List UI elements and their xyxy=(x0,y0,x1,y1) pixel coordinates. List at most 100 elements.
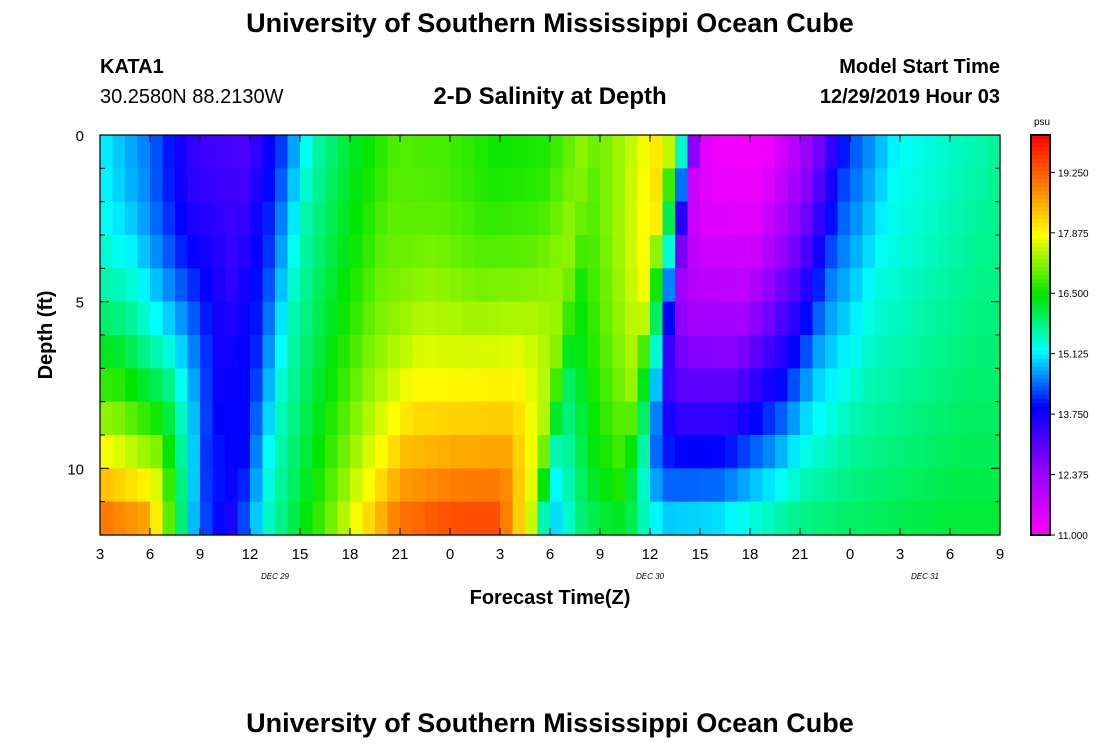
heatmap-cell xyxy=(937,235,951,269)
heatmap-cell xyxy=(512,301,526,336)
heatmap-cell xyxy=(950,435,964,469)
heatmap-cell xyxy=(100,301,114,336)
heatmap-cell xyxy=(787,135,801,169)
heatmap-cell xyxy=(487,335,501,369)
heatmap-cell xyxy=(850,201,864,236)
heatmap-cell xyxy=(200,135,214,169)
colorbar-segment xyxy=(1031,451,1050,456)
heatmap-cell xyxy=(275,235,289,269)
heatmap-cell xyxy=(737,268,751,303)
heatmap-cell xyxy=(212,135,226,169)
heatmap-cell xyxy=(925,168,939,203)
heatmap-cell xyxy=(587,401,601,436)
heatmap-cell xyxy=(200,168,214,203)
heatmap-cell xyxy=(887,301,901,336)
heatmap-cell xyxy=(525,135,539,169)
heatmap-cell xyxy=(475,301,489,336)
heatmap-cell xyxy=(700,435,714,469)
heatmap-cell xyxy=(612,268,626,303)
heatmap-cell xyxy=(425,135,439,169)
heatmap-cell xyxy=(112,135,126,169)
heatmap-cell xyxy=(337,468,351,503)
heatmap-cell xyxy=(850,368,864,403)
heatmap-cell xyxy=(600,201,614,236)
heatmap-cell xyxy=(150,335,164,369)
heatmap-cell xyxy=(900,468,914,503)
heatmap-cell xyxy=(600,335,614,369)
heatmap-cell xyxy=(362,468,376,503)
heatmap-cell xyxy=(837,135,851,169)
heatmap-cell xyxy=(625,268,639,303)
heatmap-cell xyxy=(437,268,451,303)
heatmap-cell xyxy=(512,268,526,303)
heatmap-cell xyxy=(837,501,851,536)
heatmap-cell xyxy=(487,468,501,503)
heatmap-cell xyxy=(275,335,289,369)
heatmap-cell xyxy=(162,401,176,436)
heatmap-cell xyxy=(562,368,576,403)
heatmap-cell xyxy=(562,235,576,269)
heatmap-cell xyxy=(662,468,676,503)
heatmap-cell xyxy=(162,235,176,269)
heatmap-cell xyxy=(962,501,976,536)
heatmap-cell xyxy=(550,401,564,436)
heatmap-cell xyxy=(725,301,739,336)
heatmap-cell xyxy=(112,468,126,503)
heatmap-cell xyxy=(437,335,451,369)
heatmap-cell xyxy=(862,301,876,336)
heatmap-cell xyxy=(350,368,364,403)
heatmap-cell xyxy=(975,435,989,469)
heatmap-cell xyxy=(800,368,814,403)
colorbar-segment xyxy=(1031,527,1050,532)
heatmap-cell xyxy=(512,401,526,436)
heatmap-cell xyxy=(250,135,264,169)
heatmap-cell xyxy=(387,368,401,403)
heatmap-cell xyxy=(137,435,151,469)
heatmap-cell xyxy=(937,135,951,169)
heatmap-cell xyxy=(512,468,526,503)
colorbar-segment xyxy=(1031,531,1050,536)
heatmap-cell xyxy=(425,401,439,436)
heatmap-cell xyxy=(862,435,876,469)
colorbar-segment xyxy=(1031,151,1050,156)
heatmap-cell xyxy=(537,468,551,503)
heatmap-cell xyxy=(800,268,814,303)
heatmap-cell xyxy=(275,135,289,169)
heatmap-cell xyxy=(725,401,739,436)
heatmap-cell xyxy=(975,201,989,236)
heatmap-cell xyxy=(437,235,451,269)
heatmap-cell xyxy=(175,335,189,369)
station-coords: 30.2580N 88.2130W xyxy=(100,86,284,108)
colorbar-segment xyxy=(1031,371,1050,376)
heatmap-cell xyxy=(437,368,451,403)
colorbar-segment xyxy=(1031,403,1050,408)
colorbar-segment xyxy=(1031,367,1050,372)
heatmap-cell xyxy=(950,301,964,336)
heatmap-cell xyxy=(650,135,664,169)
heatmap-cell xyxy=(900,501,914,536)
heatmap-cell xyxy=(637,201,651,236)
heatmap-cell xyxy=(600,401,614,436)
x-tick-label: 9 xyxy=(196,546,204,563)
heatmap-cell xyxy=(487,201,501,236)
colorbar-segment xyxy=(1031,231,1050,236)
heatmap-cell xyxy=(237,435,251,469)
colorbar-segment xyxy=(1031,447,1050,452)
heatmap-cell xyxy=(125,468,139,503)
heatmap-cell xyxy=(900,368,914,403)
heatmap-cell xyxy=(850,401,864,436)
heatmap-cell xyxy=(412,168,426,203)
heatmap-cell xyxy=(775,401,789,436)
heatmap-cell xyxy=(412,135,426,169)
heatmap-cell xyxy=(375,235,389,269)
heatmap-cell xyxy=(287,235,301,269)
heatmap-cell xyxy=(925,335,939,369)
heatmap-cell xyxy=(475,501,489,536)
heatmap-cell xyxy=(587,201,601,236)
heatmap-cell xyxy=(637,168,651,203)
colorbar-segment xyxy=(1031,243,1050,248)
heatmap-cell xyxy=(775,268,789,303)
heatmap-cell xyxy=(600,301,614,336)
colorbar-segment xyxy=(1031,515,1050,520)
